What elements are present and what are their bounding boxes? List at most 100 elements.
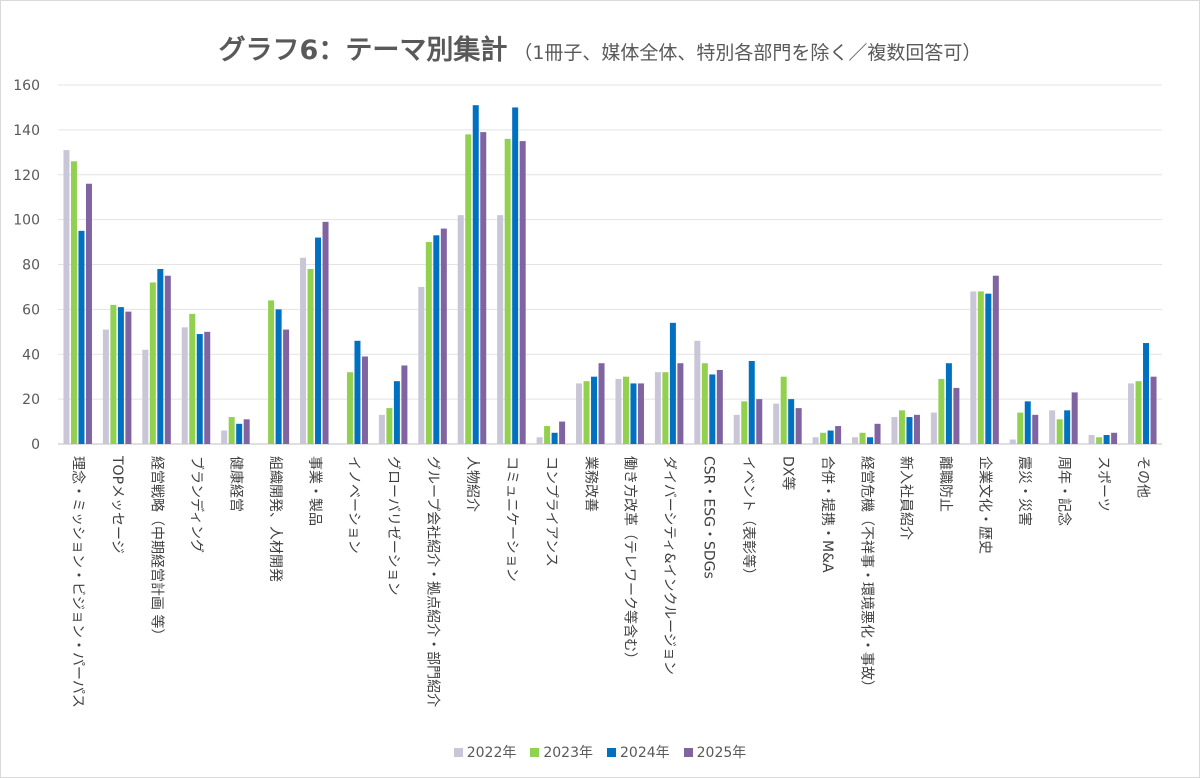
bar [1032, 414, 1039, 444]
bar [110, 304, 117, 444]
series-2 [78, 105, 1150, 444]
x-tick-label: 経営戦略（中期経営計画 等） [149, 456, 166, 642]
legend-item: 2022年 [453, 742, 516, 762]
y-tick-label: 0 [31, 437, 40, 453]
bar [795, 408, 802, 444]
bar [891, 417, 898, 444]
bar [378, 414, 385, 444]
series-0 [63, 150, 1135, 444]
x-tick-label: CSR・ESG・SDGs [701, 456, 717, 579]
bar [142, 349, 149, 444]
bar [164, 275, 171, 444]
bar [125, 311, 132, 444]
bar [733, 414, 740, 444]
bar [322, 221, 329, 444]
x-tick-label: DX等 [779, 456, 796, 490]
legend-label: 2023年 [543, 745, 593, 761]
bar [694, 340, 701, 444]
bar [204, 331, 211, 444]
bar [1103, 435, 1110, 444]
bar [898, 410, 905, 444]
bar [773, 403, 780, 444]
bar [630, 383, 637, 444]
bar [480, 132, 487, 444]
x-tick-label: 震災・災害 [1016, 456, 1032, 526]
bar [970, 291, 977, 444]
y-tick-label: 20 [22, 392, 40, 408]
bar [662, 372, 669, 444]
legend-swatch [453, 748, 463, 757]
bar [913, 414, 920, 444]
bar [519, 141, 526, 444]
bar [401, 365, 408, 444]
x-tick-label: 新入社員紹介 [898, 456, 914, 540]
bar [472, 105, 479, 444]
x-tick-label: 経営危機（不祥事・環境悪化・事故） [858, 456, 874, 694]
x-tick-label: イベント（表彰等） [740, 456, 757, 582]
bar [497, 215, 504, 444]
bar [615, 378, 622, 444]
bar [63, 150, 70, 444]
bar [977, 291, 984, 444]
bar [78, 230, 85, 444]
bar [425, 242, 432, 444]
chart-subtitle: （1冊子、媒体全体、特別各部門を除く／複数回答可） [513, 42, 982, 64]
bar [85, 183, 92, 444]
x-tick-label: コミュニケーション [503, 456, 519, 582]
bar [716, 369, 723, 444]
y-tick-label: 140 [13, 123, 40, 139]
x-tick-label: 周年・記念 [1055, 456, 1072, 526]
y-tick-label: 160 [13, 78, 40, 94]
bar [1017, 412, 1024, 444]
bar [835, 426, 842, 444]
x-tick-label: 人物紹介 [464, 456, 480, 512]
bar [559, 421, 566, 444]
legend-swatch [530, 748, 540, 757]
bar [701, 363, 708, 444]
y-tick-label: 100 [13, 213, 40, 229]
bar [536, 437, 543, 444]
bar [386, 408, 393, 444]
bar [812, 437, 819, 444]
bar [756, 399, 763, 444]
bar [440, 228, 447, 444]
bar [1096, 437, 1103, 444]
bar [622, 376, 629, 444]
bar [189, 313, 196, 444]
x-tick-label: 理念・ミッション・ビジョン・パーパス [70, 456, 87, 708]
bar [1135, 381, 1142, 444]
bar [181, 327, 188, 444]
bar [354, 340, 361, 444]
y-tick-label: 80 [22, 258, 40, 274]
x-tick-label: スポーツ [1095, 456, 1111, 512]
series-3 [85, 132, 1157, 444]
bar [1128, 383, 1135, 444]
bar [221, 430, 228, 444]
legend-item: 2025年 [683, 742, 747, 762]
bar [827, 430, 834, 444]
legend-label: 2025年 [696, 745, 747, 761]
bar [315, 237, 322, 444]
bar [1024, 401, 1031, 444]
bar [1143, 343, 1150, 444]
bar [874, 423, 881, 444]
bar [930, 412, 937, 444]
x-tick-label: その他 [1134, 456, 1150, 498]
bar [504, 138, 511, 444]
bar [196, 334, 203, 444]
x-tick-label: ダイバーシティ&インクルージョン [661, 456, 677, 675]
bar [283, 329, 290, 444]
y-tick-label: 60 [22, 302, 40, 318]
bar [268, 300, 275, 444]
bar [1071, 392, 1078, 444]
bar [859, 432, 866, 444]
bar [992, 275, 999, 444]
bar [544, 426, 551, 444]
bar [275, 309, 282, 444]
bar [457, 215, 464, 444]
x-tick-label: 組織開発、人材開発 [267, 456, 283, 582]
bar [1150, 376, 1157, 444]
bar [906, 417, 913, 444]
bar [748, 360, 755, 444]
